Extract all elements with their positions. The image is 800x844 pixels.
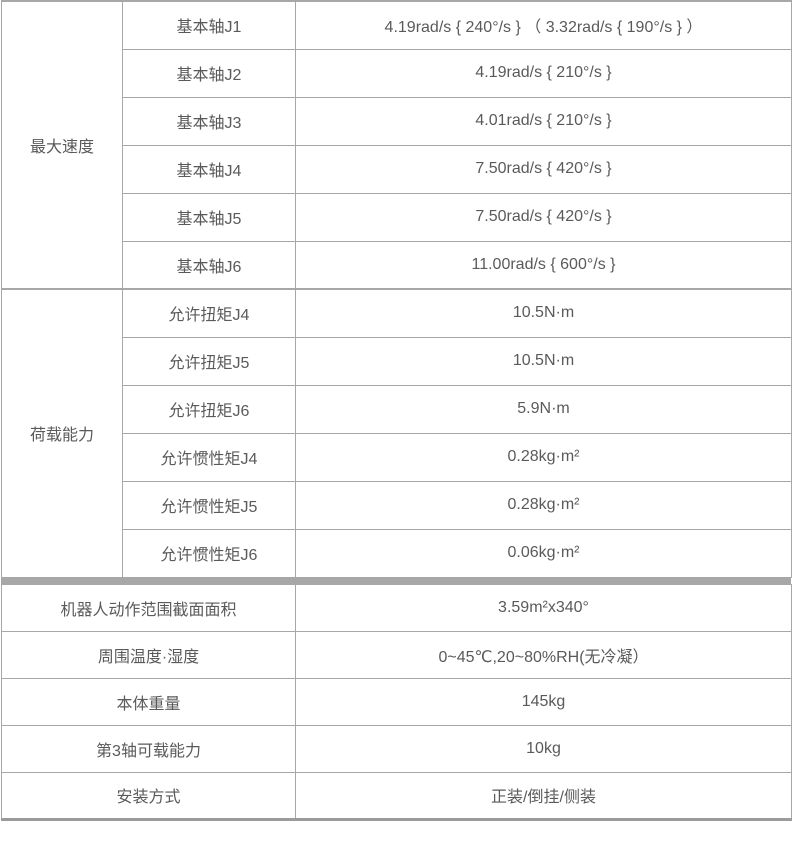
spec-value: 10.5N·m: [295, 288, 792, 338]
spec-value: 4.19rad/s { 240°/s } （ 3.32rad/s { 190°/…: [295, 0, 792, 50]
spec-label: 允许惯性矩J5: [122, 480, 296, 530]
table-row: 基本轴J4 7.50rad/s { 420°/s }: [2, 144, 792, 194]
table-row: 机器人动作范围截面面积 3.59m²x340°: [1, 583, 792, 632]
group-label-load-capacity: 荷载能力: [1, 288, 123, 578]
spec-value: 4.01rad/s { 210°/s }: [295, 96, 792, 146]
spec-table-main: 最大速度 基本轴J1 4.19rad/s { 240°/s } （ 3.32ra…: [1, 0, 792, 578]
spec-label: 允许扭矩J5: [122, 336, 296, 386]
spec-value: 0.28kg·m²: [295, 480, 792, 530]
spec-value: 7.50rad/s { 420°/s }: [295, 144, 792, 194]
spec-value: 4.19rad/s { 210°/s }: [295, 48, 792, 98]
spec-table-container: 最大速度 基本轴J1 4.19rad/s { 240°/s } （ 3.32ra…: [1, 0, 792, 821]
spec-value: 145kg: [295, 677, 792, 726]
table-row: 允许扭矩J6 5.9N·m: [2, 384, 792, 434]
spec-label: 安装方式: [1, 771, 296, 820]
table-row: 第3轴可载能力 10kg: [1, 724, 792, 773]
spec-value: 11.00rad/s { 600°/s }: [295, 240, 792, 290]
table-row: 基本轴J2 4.19rad/s { 210°/s }: [2, 48, 792, 98]
table-row: 允许惯性矩J6 0.06kg·m²: [2, 528, 792, 578]
spec-label: 基本轴J3: [122, 96, 296, 146]
spec-value: 0~45℃,20~80%RH(无冷凝）: [295, 630, 792, 679]
spec-value: 10.5N·m: [295, 336, 792, 386]
spec-value: 10kg: [295, 724, 792, 773]
spec-value: 5.9N·m: [295, 384, 792, 434]
table-row: 基本轴J6 11.00rad/s { 600°/s }: [2, 240, 792, 290]
spec-label: 允许惯性矩J4: [122, 432, 296, 482]
spec-label: 允许扭矩J4: [122, 288, 296, 338]
table-row: 允许扭矩J5 10.5N·m: [2, 336, 792, 386]
spec-label: 基本轴J2: [122, 48, 296, 98]
spec-label: 基本轴J5: [122, 192, 296, 242]
table-row: 安装方式 正装/倒挂/侧装: [1, 771, 792, 820]
spec-value: 7.50rad/s { 420°/s }: [295, 192, 792, 242]
section-divider: [1, 577, 791, 584]
table-row: 基本轴J3 4.01rad/s { 210°/s }: [2, 96, 792, 146]
spec-label: 周围温度·湿度: [1, 630, 296, 679]
table-row: 荷载能力 允许扭矩J4 10.5N·m: [1, 288, 792, 578]
table-row: 本体重量 145kg: [1, 677, 792, 726]
spec-value: 0.06kg·m²: [295, 528, 792, 578]
table-row: 允许惯性矩J4 0.28kg·m²: [2, 432, 792, 482]
spec-value: 正装/倒挂/侧装: [295, 771, 792, 820]
spec-label: 第3轴可载能力: [1, 724, 296, 773]
spec-value: 3.59m²x340°: [295, 583, 792, 632]
spec-table-footer: 机器人动作范围截面面积 3.59m²x340° 周围温度·湿度 0~45℃,20…: [1, 583, 792, 821]
spec-label: 机器人动作范围截面面积: [1, 583, 296, 632]
spec-label: 基本轴J6: [122, 240, 296, 290]
table-row: 最大速度 基本轴J1 4.19rad/s { 240°/s } （ 3.32ra…: [1, 0, 792, 290]
spec-label: 本体重量: [1, 677, 296, 726]
table-row: 基本轴J5 7.50rad/s { 420°/s }: [2, 192, 792, 242]
table-row: 周围温度·湿度 0~45℃,20~80%RH(无冷凝）: [1, 630, 792, 679]
spec-label: 允许扭矩J6: [122, 384, 296, 434]
spec-label: 基本轴J4: [122, 144, 296, 194]
group-label-max-speed: 最大速度: [1, 0, 123, 290]
spec-value: 0.28kg·m²: [295, 432, 792, 482]
spec-label: 基本轴J1: [122, 0, 296, 50]
spec-label: 允许惯性矩J6: [122, 528, 296, 578]
